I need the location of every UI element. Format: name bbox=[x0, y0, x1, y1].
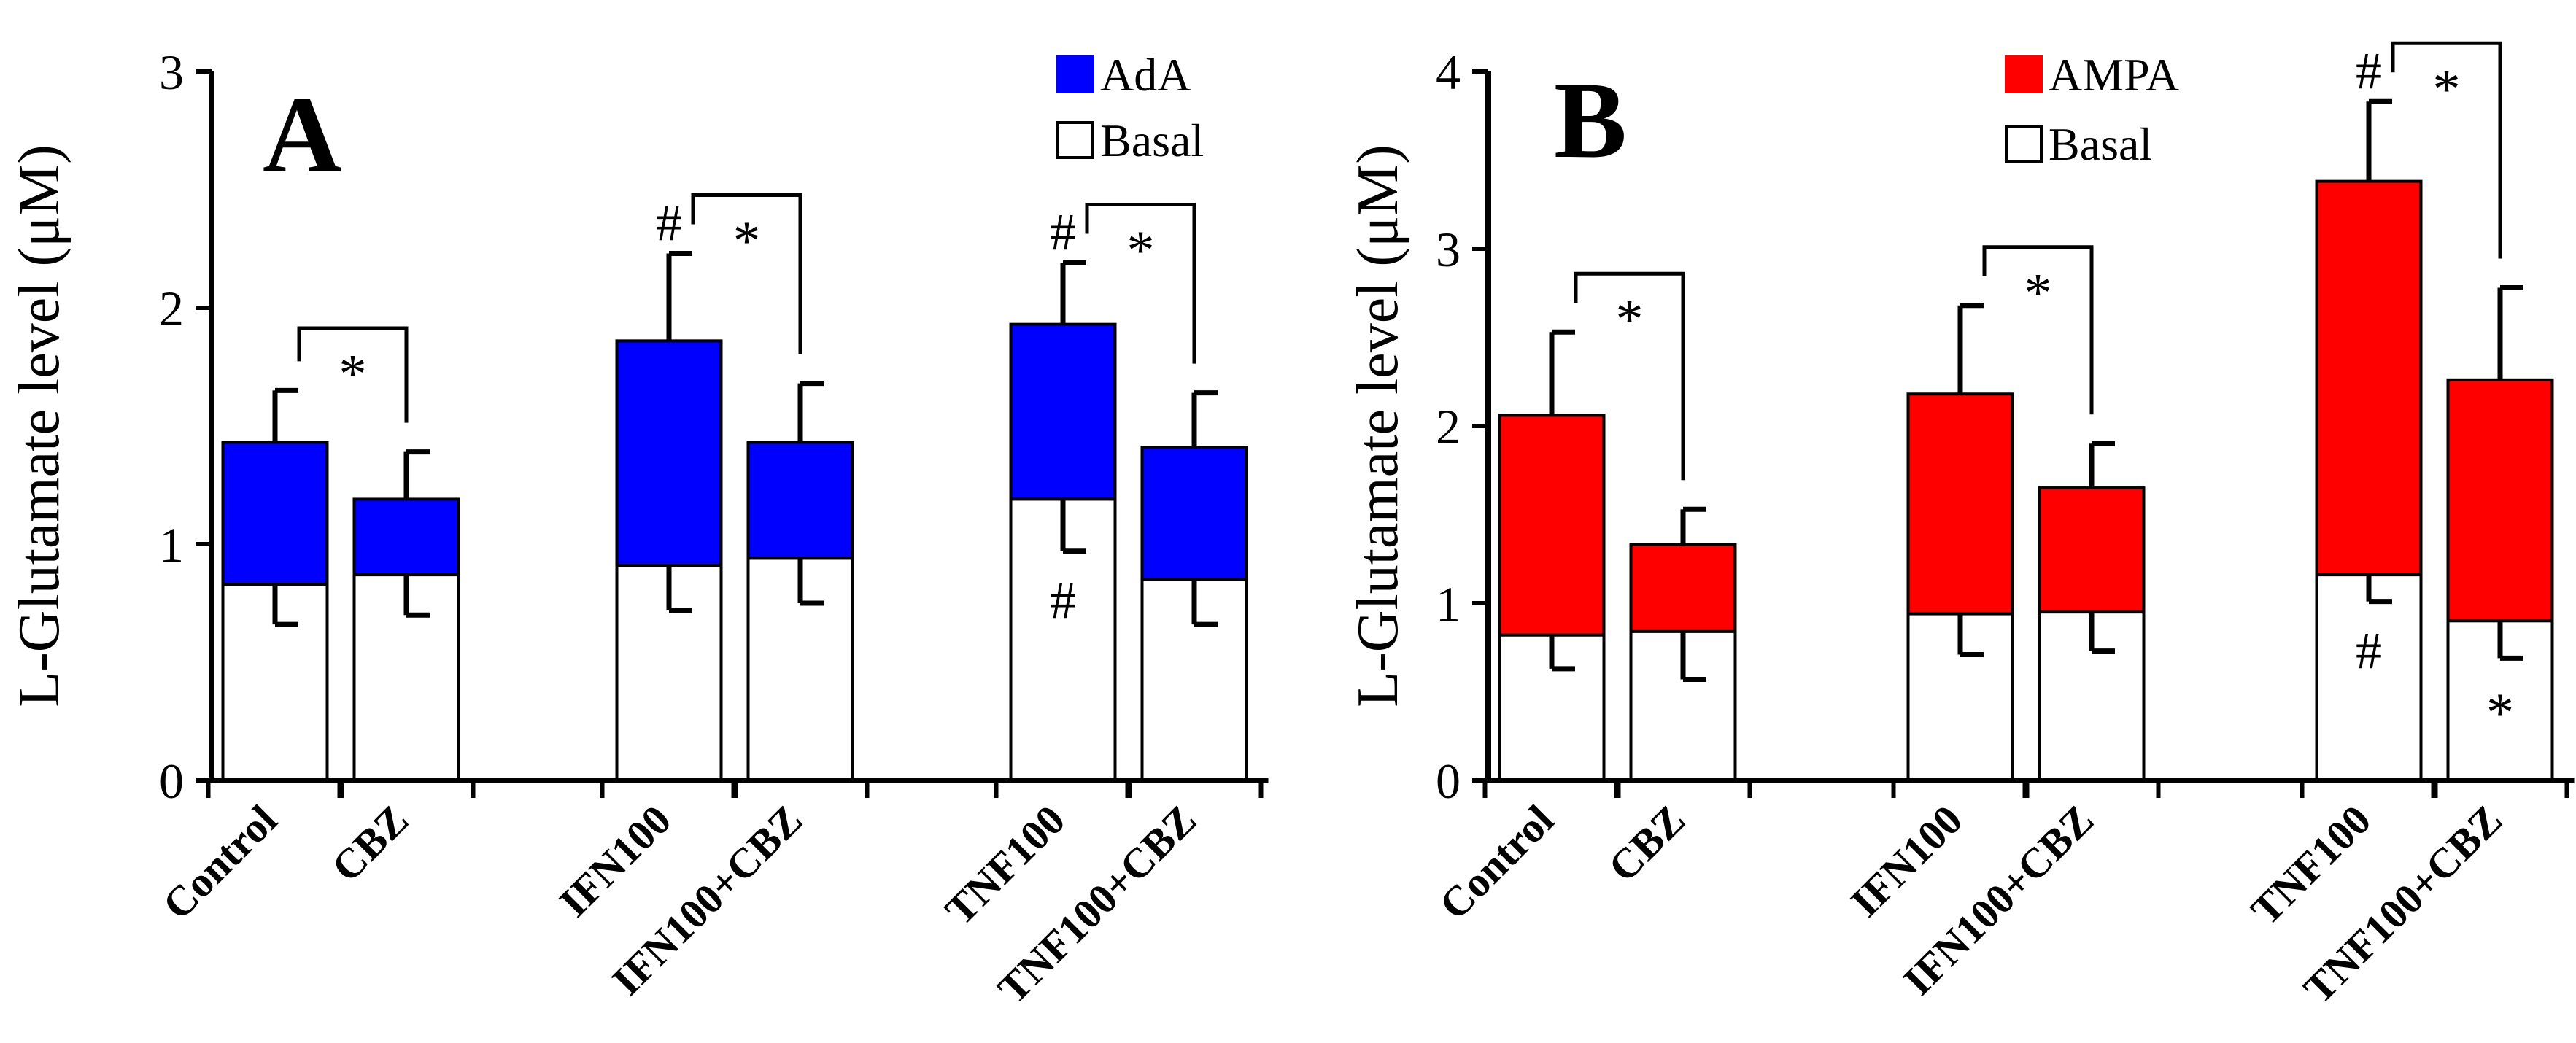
legend-label: AdA bbox=[1100, 49, 1191, 101]
y-tick-label: 0 bbox=[1436, 753, 1461, 809]
legend-swatch bbox=[1056, 55, 1094, 93]
significance-bracket bbox=[1574, 271, 1685, 481]
x-category-label: Control bbox=[153, 796, 286, 928]
hash-mark: # bbox=[2356, 622, 2382, 681]
hash-mark: # bbox=[1050, 203, 1076, 261]
x-category-label: CBZ bbox=[1599, 796, 1694, 891]
significance-star: * bbox=[2486, 682, 2514, 743]
y-tick-label: 2 bbox=[1436, 399, 1461, 454]
significance-star: * bbox=[733, 210, 761, 271]
legend-swatch bbox=[1056, 121, 1094, 159]
significance-star: * bbox=[1127, 220, 1155, 281]
y-tick-label: 3 bbox=[159, 44, 184, 100]
significance-star: * bbox=[339, 344, 367, 405]
significance-bracket bbox=[1085, 202, 1196, 364]
legend-label: AMPA bbox=[2049, 49, 2179, 101]
x-category-label: IFN100 bbox=[1841, 796, 1971, 926]
y-tick-label: 0 bbox=[159, 753, 184, 809]
significance-bracket bbox=[1982, 245, 2094, 415]
hash-mark: # bbox=[1050, 572, 1076, 630]
panel-label: B bbox=[1554, 60, 1627, 181]
significance-star: * bbox=[1616, 289, 1644, 350]
significance-bracket bbox=[691, 193, 802, 354]
legend-swatch bbox=[2005, 125, 2043, 163]
significance-bracket bbox=[2391, 41, 2502, 259]
y-tick-label: 1 bbox=[159, 517, 184, 573]
x-category-label: CBZ bbox=[322, 796, 417, 891]
y-tick-label: 1 bbox=[1436, 576, 1461, 632]
x-category-label: IFN100 bbox=[550, 796, 680, 926]
y-tick-label: 4 bbox=[1436, 44, 1461, 100]
legend-swatch bbox=[2005, 55, 2043, 93]
y-axis-label: L-Glutamate level (μM) bbox=[1346, 144, 1410, 707]
hash-mark: # bbox=[656, 193, 682, 252]
panel-label: A bbox=[263, 74, 341, 195]
significance-star: * bbox=[2024, 263, 2052, 324]
x-category-label: Control bbox=[1430, 796, 1563, 928]
hash-mark: # bbox=[2356, 42, 2382, 100]
y-tick-label: 3 bbox=[1436, 222, 1461, 277]
y-axis-label: L-Glutamate level (μM) bbox=[7, 144, 71, 707]
significance-bracket bbox=[297, 326, 409, 423]
significance-star: * bbox=[2433, 58, 2461, 120]
y-tick-label: 2 bbox=[159, 281, 184, 336]
legend-label: Basal bbox=[2049, 118, 2152, 170]
legend-label: Basal bbox=[1100, 115, 1204, 166]
